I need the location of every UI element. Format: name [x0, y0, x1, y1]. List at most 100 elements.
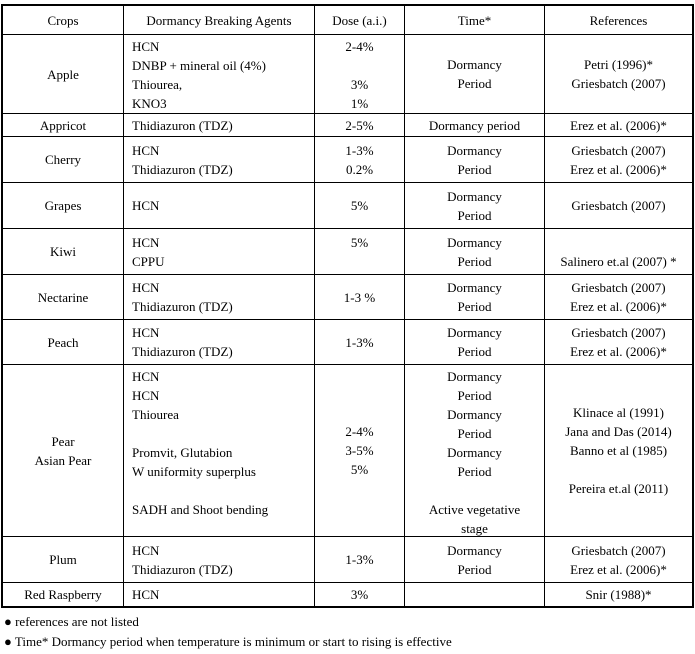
time-cell: Dormancy Period: [405, 137, 545, 182]
header-dose: Dose (a.i.): [315, 6, 405, 34]
footnotes: ● references are not listed ● Time* Dorm…: [4, 612, 452, 652]
dose-cell: 5%: [315, 229, 405, 274]
cell-line: 3%: [350, 77, 369, 92]
header-references: References: [589, 12, 648, 28]
cell-line: HCN: [132, 325, 160, 340]
crop-cell: Apple: [3, 35, 124, 113]
agents-cell: HCN: [124, 583, 315, 606]
cell-line: Griesbatch (2007): [571, 280, 666, 295]
cell-line: Petri (1996)*: [584, 57, 653, 72]
cell-line: Dormancy: [447, 542, 502, 558]
cell-line: HCN: [132, 280, 160, 295]
refs-cell: Salinero et.al (2007) *: [545, 229, 692, 274]
table-row: Peach HCN Thidiazuron (TDZ) 1-3% Dormancy Per…: [3, 320, 692, 365]
cell-line: Dormancy: [447, 188, 502, 204]
cell-line: 2-4%: [345, 39, 374, 54]
table-row: Appricot Thidiazuron (TDZ) 2-5% Dormancy pe…: [3, 114, 692, 137]
cell-line: Pereira et.al (2011): [568, 481, 669, 496]
cell-line: Jana and Das (2014): [565, 424, 672, 439]
dose-cell: 1-3%: [315, 320, 405, 364]
cell-line: Plum: [49, 552, 77, 567]
dose-cell: 3%: [315, 583, 405, 606]
cell-line: Griesbatch (2007): [571, 142, 666, 158]
crop-cell: Appricot: [3, 114, 124, 136]
cell-line: Erez et al. (2006)*: [570, 344, 667, 359]
crop-cell: Grapes: [3, 183, 124, 228]
cell-line: HCN: [132, 542, 160, 558]
cell-line: Banno et al (1985): [569, 443, 668, 458]
cell-line: Appricot: [39, 117, 87, 133]
cell-line: Dormancy: [447, 142, 502, 158]
cell-line: HCN: [132, 587, 160, 602]
cell-line: CPPU: [132, 253, 165, 269]
cell-line: Period: [457, 344, 492, 359]
dose-cell: 5%: [315, 183, 405, 228]
dose-cell: 2-4% 3% 1%: [315, 35, 405, 113]
cell-line: 1-3%: [345, 552, 374, 567]
time-cell: Dormancy Period: [405, 35, 545, 113]
cell-line: Erez et al. (2006)*: [570, 161, 667, 177]
cell-line: 0.2%: [345, 161, 374, 177]
table-body: Apple HCN DNBP + mineral oil (4%) Thiourea,…: [3, 35, 692, 606]
cell-line: [358, 252, 361, 271]
time-cell: Dormancy Period: [405, 183, 545, 228]
cell-line: Period: [457, 388, 492, 403]
table-row: Grapes HCN 5% Dormancy Period Griesbatch (200…: [3, 183, 692, 229]
dose-cell: 1-3% 0.2%: [315, 137, 405, 182]
cell-line: Period: [457, 299, 492, 314]
cell-line: Dormancy period: [428, 117, 521, 133]
agents-cell: HCN Thidiazuron (TDZ): [124, 137, 315, 182]
crop-cell: Red Raspberry: [3, 583, 124, 606]
footnote-references: ● references are not listed: [4, 614, 139, 629]
cell-line: Griesbatch (2007): [571, 542, 666, 558]
refs-cell: Griesbatch (2007) Erez et al. (2006)*: [545, 137, 692, 182]
cell-line: [132, 481, 135, 500]
cell-line: Apple: [47, 66, 79, 82]
agents-cell: HCN: [124, 183, 315, 228]
cell-line: Dormancy: [447, 445, 502, 460]
cell-line: Dormancy: [447, 280, 502, 295]
header-crops: Crops: [3, 6, 124, 34]
agents-cell: Thidiazuron (TDZ): [124, 114, 315, 136]
table-row: Pear Asian Pear HCN HCN Thiourea Promvit, Gl…: [3, 365, 692, 537]
refs-cell: Petri (1996)* Griesbatch (2007): [545, 35, 692, 113]
cell-line: [132, 424, 135, 443]
time-cell: Dormancy period: [405, 114, 545, 136]
cell-line: 3%: [350, 587, 369, 602]
cell-line: SADH and Shoot bending: [132, 502, 269, 517]
cell-line: Nectarine: [37, 289, 89, 305]
dose-cell: 2-4% 3-5% 5%: [315, 365, 405, 536]
dose-cell: 1-3 %: [315, 275, 405, 319]
agents-cell: HCN Thidiazuron (TDZ): [124, 537, 315, 582]
cell-line: Period: [457, 561, 492, 577]
dormancy-breaking-agents-table: Crops Dormancy Breaking Agents Dose (a.i…: [1, 4, 694, 608]
refs-cell: Klinace al (1991) Jana and Das (2014) Bann…: [545, 365, 692, 536]
cell-line: 2-4%: [345, 424, 374, 439]
cell-line: [473, 481, 476, 500]
table-row: Cherry HCN Thidiazuron (TDZ) 1-3% 0.2% Dorman…: [3, 137, 692, 183]
cell-line: Dormancy: [447, 325, 502, 340]
refs-cell: Erez et al. (2006)*: [545, 114, 692, 136]
agents-cell: HCN CPPU: [124, 229, 315, 274]
footnote-time: ● Time* Dormancy period when temperature…: [4, 634, 452, 649]
table-row: Red Raspberry HCN 3% Snir (1988)*: [3, 583, 692, 606]
cell-line: HCN: [132, 39, 160, 54]
cell-line: Period: [457, 76, 492, 91]
cell-line: Pear: [51, 433, 75, 449]
cell-line: [617, 233, 620, 252]
crop-cell: Nectarine: [3, 275, 124, 319]
cell-line: Period: [457, 426, 492, 441]
cell-line: Thidiazuron (TDZ): [132, 117, 233, 133]
cell-line: HCN: [132, 198, 160, 213]
cell-line: Red Raspberry: [24, 587, 102, 602]
dose-cell: 1-3%: [315, 537, 405, 582]
table-row: Kiwi HCN CPPU 5% Dormancy Period Salinero et…: [3, 229, 692, 275]
time-cell: [405, 583, 545, 606]
cell-line: Thidiazuron (TDZ): [132, 161, 233, 177]
cell-line: stage: [461, 521, 488, 536]
time-cell: Dormancy Period: [405, 537, 545, 582]
time-cell: Dormancy Period Dormancy Period Dormancy Peri…: [405, 365, 545, 536]
cell-line: Erez et al. (2006)*: [570, 117, 667, 133]
agents-cell: HCN HCN Thiourea Promvit, Glutabion W unifo…: [124, 365, 315, 536]
agents-cell: HCN Thidiazuron (TDZ): [124, 320, 315, 364]
